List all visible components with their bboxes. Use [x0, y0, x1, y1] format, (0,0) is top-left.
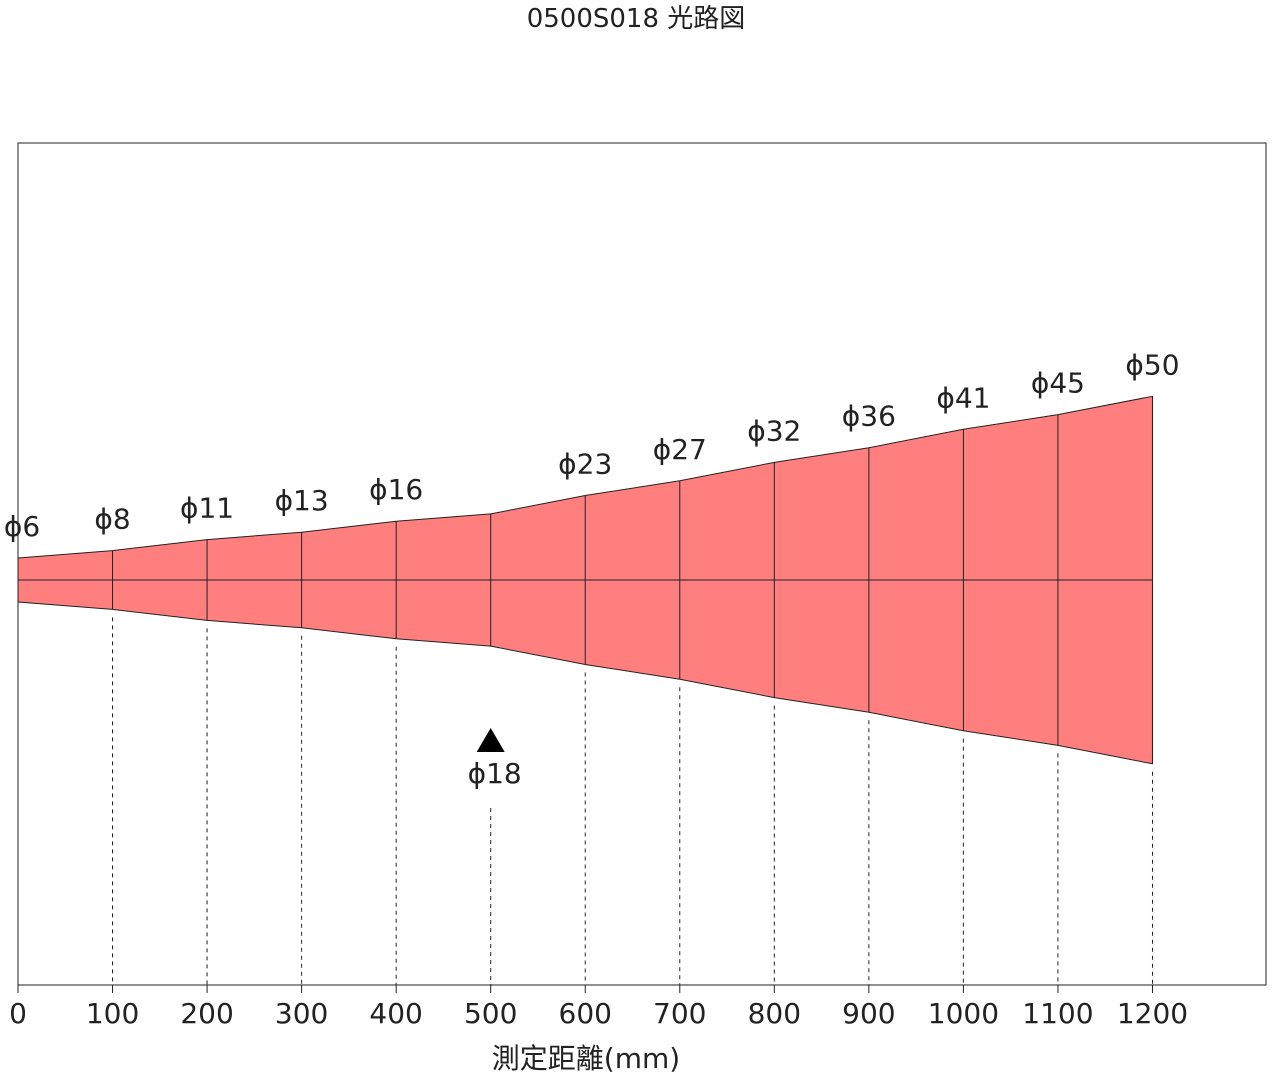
diameter-label: ϕ50 [1125, 348, 1179, 381]
x-tick-label: 400 [369, 997, 422, 1030]
diameter-labels: ϕ6 ϕ8 ϕ11 ϕ13 ϕ16 ϕ23 ϕ27 ϕ32 ϕ36 ϕ41 ϕ45 ϕ50 ϕ18 [4, 348, 1180, 790]
focal-diameter-label: ϕ18 [468, 757, 522, 790]
diameter-label: ϕ6 [4, 510, 40, 543]
x-tick-label: 0 [9, 997, 27, 1030]
diameter-label: ϕ45 [1031, 367, 1085, 400]
diameter-label: ϕ13 [275, 484, 329, 517]
diameter-label: ϕ41 [936, 381, 990, 414]
diameter-label: ϕ36 [842, 400, 896, 433]
x-tick-label: 1000 [928, 997, 999, 1030]
beam-layer [17, 395, 1153, 765]
diameter-label: ϕ11 [180, 492, 234, 525]
x-tick-label: 600 [559, 997, 612, 1030]
x-axis-title: 測定距離(mm) [492, 1042, 680, 1075]
x-tick-label: 1100 [1022, 997, 1093, 1030]
guide-lines [112, 617, 1153, 985]
x-tick-label: 200 [180, 997, 233, 1030]
x-tick-label: 800 [748, 997, 801, 1030]
diameter-label: ϕ27 [653, 433, 707, 466]
diameter-label: ϕ8 [94, 503, 130, 536]
diameter-label: ϕ23 [558, 447, 612, 480]
x-axis-ticks: 0 100 200 300 400 500 600 700 800 900 1000 1100 1200 [9, 985, 1188, 1030]
diagram-title: 0500S018 光路図 [527, 4, 746, 34]
diameter-label: ϕ32 [747, 414, 801, 447]
x-tick-label: 300 [275, 997, 328, 1030]
x-tick-label: 500 [464, 997, 517, 1030]
x-tick-label: 900 [842, 997, 895, 1030]
focal-point-marker [476, 728, 505, 752]
x-tick-label: 700 [653, 997, 706, 1030]
x-tick-label: 1200 [1117, 997, 1188, 1030]
diameter-label: ϕ16 [369, 473, 423, 506]
x-tick-label: 100 [86, 997, 139, 1030]
